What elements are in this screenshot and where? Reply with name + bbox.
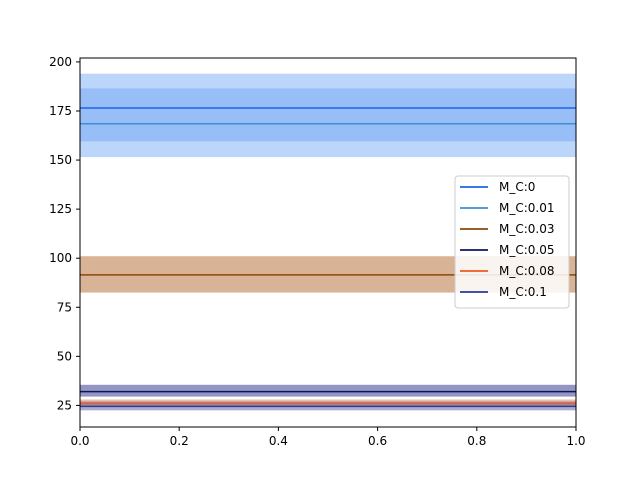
legend-box bbox=[454, 175, 570, 309]
x-tick-label: 0.2 bbox=[170, 434, 189, 448]
y-tick-label: 150 bbox=[49, 153, 72, 167]
y-tick-label: 175 bbox=[49, 104, 72, 118]
x-tick-label: 0.4 bbox=[269, 434, 288, 448]
x-tick-label: 1.0 bbox=[566, 434, 585, 448]
legend-label: M_C:0.03 bbox=[499, 222, 555, 236]
y-tick-label: 25 bbox=[57, 398, 72, 412]
series-band bbox=[80, 88, 576, 142]
x-tick-label: 0.0 bbox=[70, 434, 89, 448]
legend-label: M_C:0 bbox=[499, 180, 535, 194]
legend: M_C:0 M_C:0.01 M_C:0.03 M_C:0.05 M_C:0.08 M_C… bbox=[454, 175, 570, 309]
y-tick-label: 125 bbox=[49, 202, 72, 216]
y-tick-label: 200 bbox=[49, 55, 72, 69]
series-band bbox=[80, 73, 576, 158]
legend-label: M_C:0.05 bbox=[499, 243, 555, 257]
y-tick-label: 100 bbox=[49, 251, 72, 265]
y-tick-label: 75 bbox=[57, 300, 72, 314]
series-lines bbox=[80, 107, 576, 408]
series-band bbox=[80, 384, 576, 397]
legend-label: M_C:0.08 bbox=[499, 264, 555, 278]
x-tick-label: 0.8 bbox=[467, 434, 486, 448]
y-axis-ticks: 25 50 75 100 125 150 175 200 bbox=[49, 55, 80, 412]
x-axis-ticks: 0.0 0.2 0.4 0.6 0.8 1.0 bbox=[70, 427, 586, 448]
plot-frame bbox=[79, 57, 577, 428]
x-tick-label: 0.6 bbox=[368, 434, 387, 448]
y-tick-label: 50 bbox=[57, 349, 72, 363]
legend-label: M_C:0.01 bbox=[499, 201, 555, 215]
legend-label: M_C:0.1 bbox=[499, 285, 547, 299]
